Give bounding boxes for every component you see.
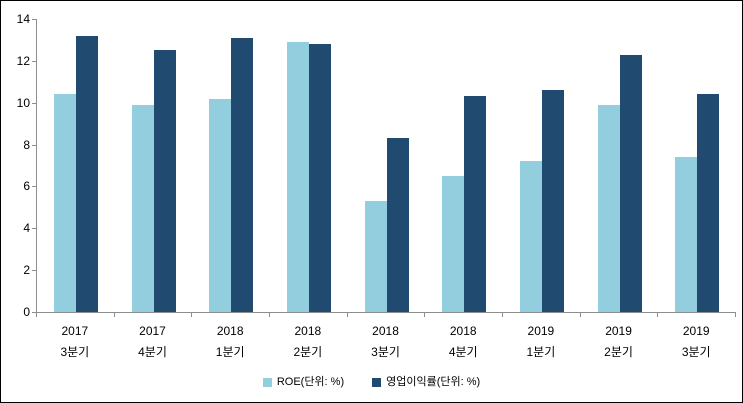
category-quarter: 4분기 [138, 345, 167, 359]
bar-series-2 [386, 138, 409, 312]
y-axis-tick [32, 312, 36, 313]
x-axis-category-label: 2019 2분기 [580, 321, 658, 363]
category-group [115, 19, 193, 312]
y-axis-tick [32, 228, 36, 229]
bar-series-1 [597, 104, 620, 312]
x-axis-tick [424, 313, 425, 317]
y-axis-tick-label: 4 [23, 221, 30, 235]
legend-label: 영업이익률(단위: %) [386, 376, 481, 388]
y-axis-tick [32, 61, 36, 62]
x-axis-tick [502, 313, 503, 317]
y-axis-tick [32, 103, 36, 104]
legend-item: ROE(단위: %) [262, 375, 345, 389]
bars-layer [37, 19, 736, 312]
category-group [270, 19, 348, 312]
x-axis-tick [114, 313, 115, 317]
bar-series-1 [442, 175, 465, 312]
y-axis-tick-label: 14 [16, 12, 30, 26]
legend-item: 영업이익률(단위: %) [372, 375, 480, 389]
category-group [658, 19, 736, 312]
y-axis-tick-label: 0 [23, 305, 30, 319]
bar-series-2 [308, 44, 331, 312]
x-axis-category-label: 2018 2분기 [269, 321, 347, 363]
category-quarter: 2분기 [293, 345, 323, 359]
x-axis-category-label: 2017 4분기 [114, 321, 192, 363]
y-axis-tick [32, 145, 36, 146]
y-axis-tick-label: 2 [23, 263, 30, 277]
category-year: 2018 [294, 324, 322, 338]
category-group [348, 19, 426, 312]
plot-area [36, 19, 736, 313]
y-axis-tick [32, 270, 36, 271]
x-axis-category-label: 2018 3분기 [347, 321, 425, 363]
bar-series-2 [697, 94, 720, 312]
bar-series-1 [209, 98, 232, 312]
x-axis-category-label: 2019 1분기 [502, 321, 580, 363]
category-group [37, 19, 115, 312]
x-axis-category-label: 2017 3분기 [36, 321, 114, 363]
bar-series-1 [364, 201, 387, 312]
y-axis-tick-label: 10 [16, 96, 30, 110]
x-axis-tick [657, 313, 658, 317]
category-quarter: 2분기 [604, 345, 633, 359]
category-group [192, 19, 270, 312]
category-group [503, 19, 581, 312]
bar-series-2 [231, 37, 254, 312]
category-year: 2018 [449, 324, 477, 338]
category-year: 2018 [216, 324, 244, 338]
bar-series-2 [75, 35, 98, 312]
category-quarter: 3분기 [371, 345, 400, 359]
bar-series-2 [153, 50, 176, 312]
legend-label: ROE(단위: %) [276, 376, 345, 388]
y-axis-tick-label: 8 [23, 138, 30, 152]
category-group [581, 19, 659, 312]
legend-swatch-icon [372, 377, 382, 387]
category-quarter: 1분기 [215, 345, 245, 359]
category-year: 2019 [682, 324, 710, 338]
x-axis-category-label: 2018 1분기 [191, 321, 269, 363]
bar-series-1 [286, 42, 309, 312]
legend-swatch-icon [262, 377, 272, 387]
y-axis-tick-label: 12 [16, 54, 30, 68]
bar-series-2 [464, 96, 487, 312]
category-quarter: 4분기 [448, 345, 478, 359]
x-axis-labels: 2017 3분기 2017 4분기 2018 1분기 2018 2분기 2018 3분기 2018 4… [36, 321, 735, 363]
bar-series-2 [619, 54, 642, 312]
x-axis-tick [347, 313, 348, 317]
category-quarter: 3분기 [681, 345, 711, 359]
category-group [425, 19, 503, 312]
category-quarter: 1분기 [526, 345, 556, 359]
bar-series-2 [541, 90, 564, 312]
x-axis-tick [580, 313, 581, 317]
x-axis-tick [36, 313, 37, 317]
category-year: 2017 [139, 324, 166, 338]
category-year: 2019 [527, 324, 555, 338]
bar-series-1 [519, 161, 542, 312]
x-axis-tick [269, 313, 270, 317]
x-axis-tick [191, 313, 192, 317]
bar-series-1 [675, 157, 698, 312]
category-year: 2019 [605, 324, 632, 338]
y-axis-tick [32, 19, 36, 20]
x-axis-tick [735, 313, 736, 317]
y-axis-tick-label: 6 [23, 179, 30, 193]
bar-series-1 [131, 104, 154, 312]
category-quarter: 3분기 [60, 345, 90, 359]
y-axis-tick [32, 186, 36, 187]
category-year: 2017 [61, 324, 89, 338]
category-year: 2018 [372, 324, 399, 338]
bar-series-1 [53, 94, 76, 312]
x-axis-category-label: 2019 3분기 [657, 321, 735, 363]
x-axis-category-label: 2018 4분기 [424, 321, 502, 363]
legend: ROE(단위: %) 영업이익률(단위: %) [1, 375, 742, 389]
